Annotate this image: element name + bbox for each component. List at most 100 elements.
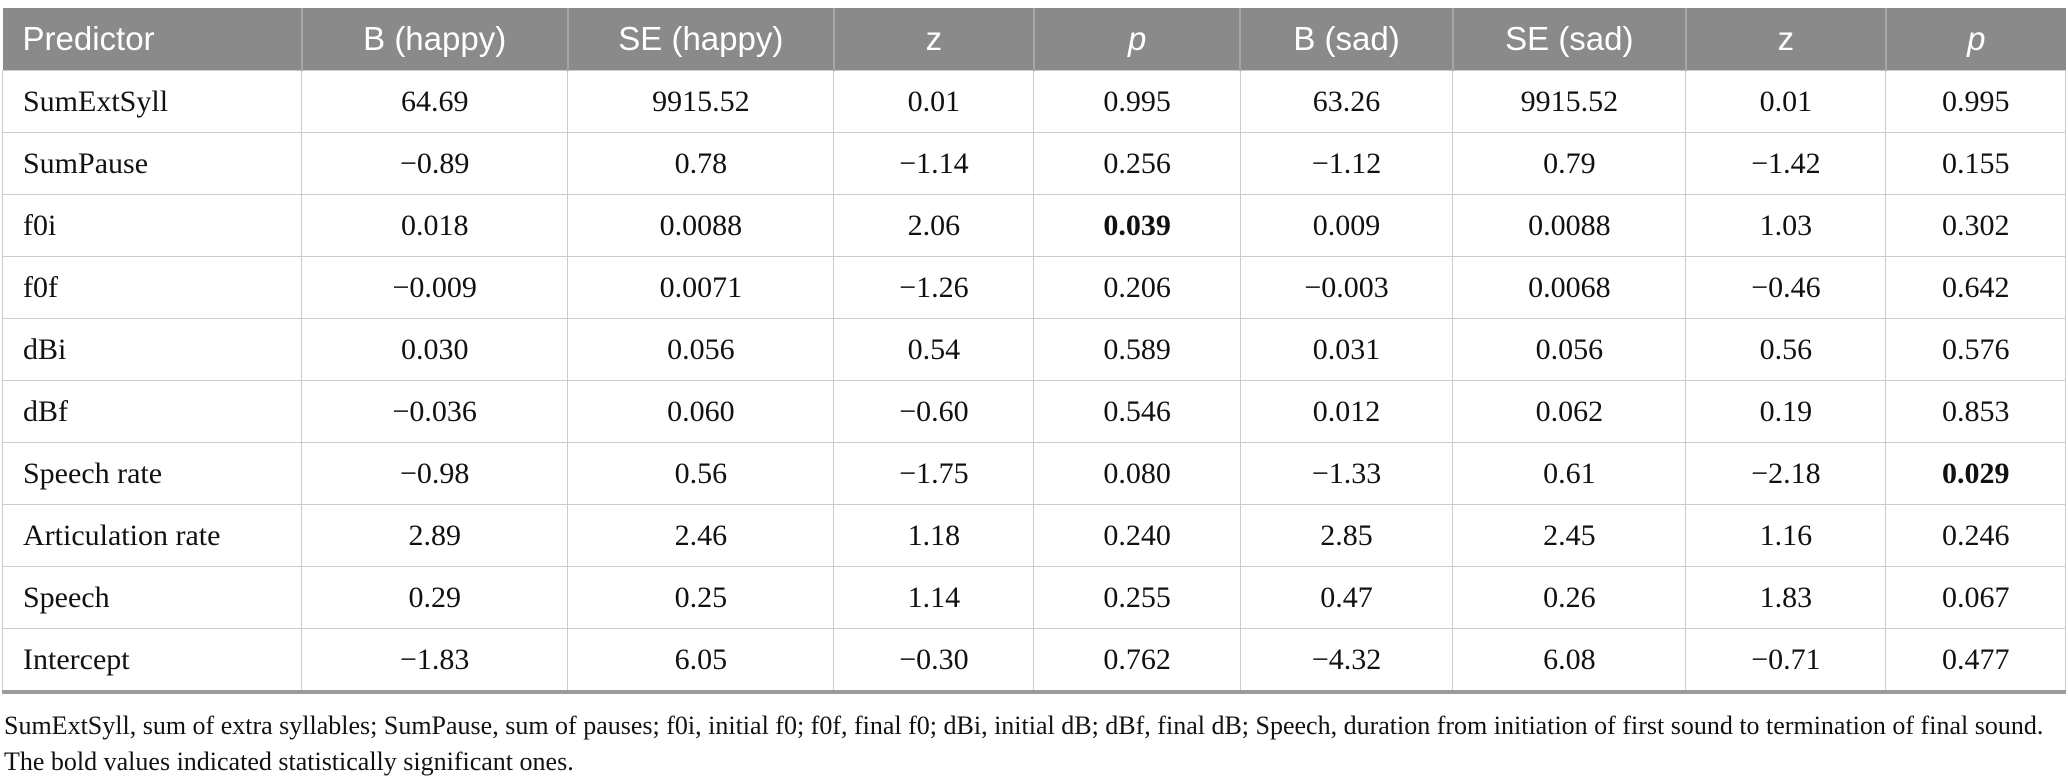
- value-cell: −0.009: [301, 256, 569, 319]
- column-header-5: B (sad): [1239, 8, 1453, 71]
- value-cell: 6.05: [567, 628, 835, 693]
- value-cell: 2.06: [833, 194, 1035, 257]
- predictor-cell: Intercept: [1, 628, 303, 693]
- table-row: f0f −0.009 0.0071 −1.26 0.206 −0.003 0.0068 −0.…: [1, 256, 2066, 319]
- value-cell: 0.031: [1239, 318, 1454, 381]
- value-cell: −4.32: [1239, 628, 1454, 693]
- header-row: Predictor B (happy) SE (happy) z p B (sad) SE …: [2, 8, 2066, 71]
- value-cell: −1.83: [301, 628, 569, 693]
- table-row: f0i 0.018 0.0088 2.06 0.039 0.009 0.0088 1.03 0.…: [1, 194, 2066, 257]
- value-cell: 0.26: [1452, 566, 1687, 629]
- value-cell: −1.42: [1685, 132, 1887, 195]
- value-cell: 0.080: [1033, 442, 1241, 505]
- value-cell: −0.71: [1685, 628, 1887, 693]
- table-row: SumExtSyll 64.69 9915.52 0.01 0.995 63.26 9915…: [1, 70, 2066, 133]
- value-cell: 0.995: [1885, 70, 2066, 133]
- value-cell: 0.246: [1885, 504, 2066, 567]
- value-cell: 64.69: [301, 70, 569, 133]
- value-cell: 0.0071: [567, 256, 835, 319]
- table-row: dBf −0.036 0.060 −0.60 0.546 0.012 0.062 0.19 0.…: [1, 380, 2066, 443]
- value-cell: 0.255: [1033, 566, 1241, 629]
- value-cell: 0.012: [1239, 380, 1454, 443]
- value-cell: 1.03: [1685, 194, 1887, 257]
- value-cell: 0.060: [567, 380, 835, 443]
- value-cell: 0.995: [1033, 70, 1241, 133]
- value-cell: 0.25: [567, 566, 835, 629]
- value-cell: 1.16: [1685, 504, 1887, 567]
- value-cell: −0.89: [301, 132, 569, 195]
- regression-results-table: Predictor B (happy) SE (happy) z p B (sad) SE …: [1, 8, 2066, 694]
- value-cell: −1.33: [1239, 442, 1454, 505]
- column-header-1: B (happy): [300, 8, 568, 71]
- column-header-4: p: [1032, 8, 1241, 71]
- value-cell: −0.036: [301, 380, 569, 443]
- value-cell: −0.003: [1239, 256, 1454, 319]
- value-cell: 0.062: [1452, 380, 1687, 443]
- predictor-cell: f0f: [1, 256, 303, 319]
- value-cell: 6.08: [1452, 628, 1687, 693]
- table-row: dBi 0.030 0.056 0.54 0.589 0.031 0.056 0.56 0.57…: [1, 318, 2066, 381]
- value-cell: 0.589: [1033, 318, 1241, 381]
- value-cell: 1.18: [833, 504, 1035, 567]
- value-cell: 0.039: [1033, 194, 1241, 257]
- value-cell: 0.029: [1885, 442, 2066, 505]
- predictor-cell: Speech rate: [1, 442, 303, 505]
- predictor-cell: f0i: [1, 194, 303, 257]
- column-header-6: SE (sad): [1451, 8, 1686, 71]
- value-cell: 0.54: [833, 318, 1035, 381]
- table-row: Speech rate −0.98 0.56 −1.75 0.080 −1.33 0.61−…: [1, 442, 2066, 505]
- value-cell: 0.256: [1033, 132, 1241, 195]
- value-cell: 1.83: [1685, 566, 1887, 629]
- column-header-2: SE (happy): [566, 8, 834, 71]
- value-cell: 0.018: [301, 194, 569, 257]
- value-cell: −1.26: [833, 256, 1035, 319]
- value-cell: 0.030: [301, 318, 569, 381]
- value-cell: 0.206: [1033, 256, 1241, 319]
- table-row: Articulation rate 2.89 2.46 1.18 0.240 2.85 2.…: [1, 504, 2066, 567]
- table-footnote: SumExtSyll, sum of extra syllables; SumP…: [4, 711, 2044, 777]
- value-cell: 0.01: [833, 70, 1035, 133]
- value-cell: 0.0088: [567, 194, 835, 257]
- value-cell: 0.01: [1685, 70, 1887, 133]
- value-cell: 0.056: [567, 318, 835, 381]
- value-cell: 63.26: [1239, 70, 1454, 133]
- predictor-cell: SumExtSyll: [1, 70, 303, 133]
- value-cell: 0.762: [1033, 628, 1241, 693]
- value-cell: 2.45: [1452, 504, 1687, 567]
- value-cell: 0.642: [1885, 256, 2066, 319]
- value-cell: 2.85: [1239, 504, 1454, 567]
- value-cell: 9915.52: [1452, 70, 1687, 133]
- value-cell: 0.78: [567, 132, 835, 195]
- value-cell: 0.0088: [1452, 194, 1687, 257]
- predictor-cell: dBf: [1, 380, 303, 443]
- predictor-cell: Articulation rate: [1, 504, 303, 567]
- value-cell: 2.46: [567, 504, 835, 567]
- value-cell: 0.79: [1452, 132, 1687, 195]
- value-cell: 0.009: [1239, 194, 1454, 257]
- predictor-cell: Speech: [1, 566, 303, 629]
- column-header-3: z: [832, 8, 1034, 71]
- value-cell: 0.302: [1885, 194, 2066, 257]
- value-cell: 2.89: [301, 504, 569, 567]
- predictor-cell: dBi: [1, 318, 303, 381]
- value-cell: 0.0068: [1452, 256, 1687, 319]
- value-cell: 1.14: [833, 566, 1035, 629]
- value-cell: 0.240: [1033, 504, 1241, 567]
- value-cell: −0.98: [301, 442, 569, 505]
- column-header-7: z: [1684, 8, 1886, 71]
- value-cell: −1.14: [833, 132, 1035, 195]
- value-cell: 0.576: [1885, 318, 2066, 381]
- table-row: SumPause −0.89 0.78 −1.14 0.256 −1.12 0.79 −1.4…: [1, 132, 2066, 195]
- value-cell: 0.477: [1885, 628, 2066, 693]
- predictor-cell: SumPause: [1, 132, 303, 195]
- value-cell: 0.19: [1685, 380, 1887, 443]
- value-cell: 0.056: [1452, 318, 1687, 381]
- value-cell: 0.853: [1885, 380, 2066, 443]
- value-cell: 0.56: [567, 442, 835, 505]
- value-cell: 0.61: [1452, 442, 1687, 505]
- column-header-8: p: [1884, 8, 2066, 71]
- value-cell: −1.75: [833, 442, 1035, 505]
- value-cell: 0.155: [1885, 132, 2066, 195]
- value-cell: −0.60: [833, 380, 1035, 443]
